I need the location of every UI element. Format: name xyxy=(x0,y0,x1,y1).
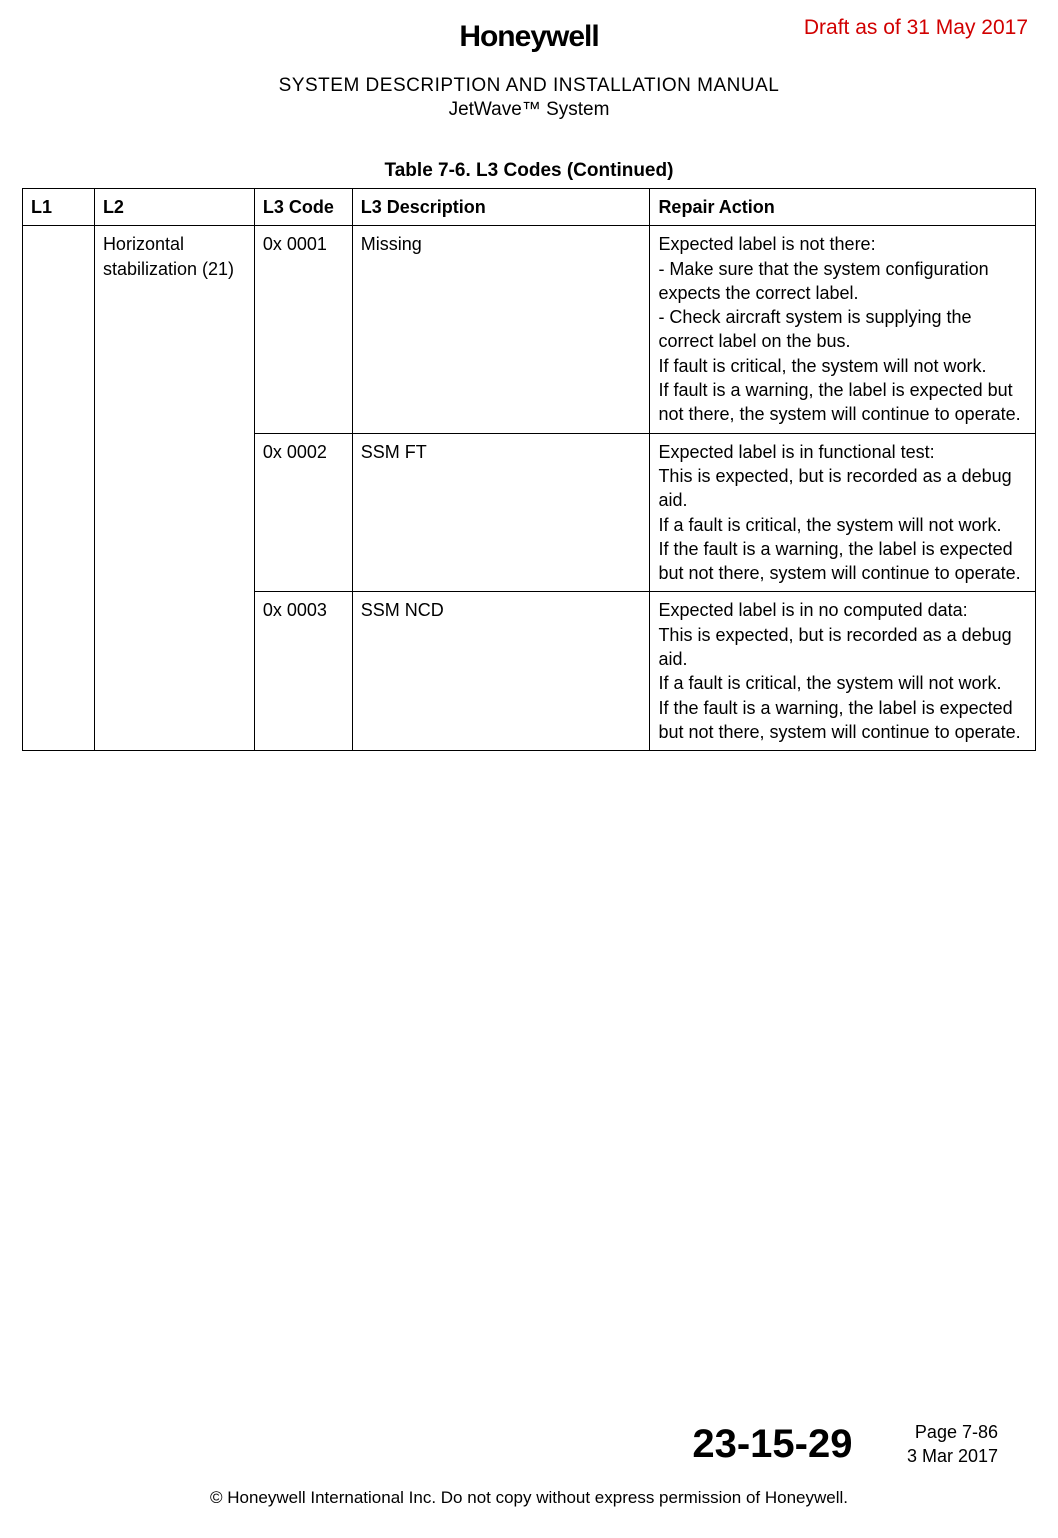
draft-label: Draft as of 31 May 2017 xyxy=(804,16,1028,40)
cell-l3code: 0x 0003 xyxy=(254,592,352,751)
cell-repair: Expected label is in no computed data:Th… xyxy=(650,592,1036,751)
cell-l3code: 0x 0002 xyxy=(254,433,352,592)
col-header-repair: Repair Action xyxy=(650,189,1036,226)
system-name: JetWave™ System xyxy=(0,99,1058,121)
col-header-l1: L1 xyxy=(23,189,95,226)
page-info: Page 7-86 3 Mar 2017 xyxy=(907,1421,998,1468)
page-number: Page 7-86 xyxy=(915,1422,998,1442)
col-header-l3code: L3 Code xyxy=(254,189,352,226)
cell-l2: Horizontal stabilization (21) xyxy=(94,226,254,751)
page-date: 3 Mar 2017 xyxy=(907,1446,998,1466)
table-caption: Table 7-6. L3 Codes (Continued) xyxy=(0,160,1058,182)
copyright-notice: © Honeywell International Inc. Do not co… xyxy=(0,1488,1058,1508)
cell-repair: Expected label is in functional test:Thi… xyxy=(650,433,1036,592)
company-logo: Honeywell xyxy=(459,20,598,54)
cell-l1 xyxy=(23,226,95,751)
cell-l3desc: Missing xyxy=(352,226,650,433)
table-row: Horizontal stabilization (21) 0x 0001 Mi… xyxy=(23,226,1036,433)
cell-repair: Expected label is not there:- Make sure … xyxy=(650,226,1036,433)
cell-l3desc: SSM NCD xyxy=(352,592,650,751)
document-number: 23-15-29 xyxy=(692,1422,852,1467)
col-header-l3desc: L3 Description xyxy=(352,189,650,226)
page-footer: 23-15-29 Page 7-86 3 Mar 2017 xyxy=(692,1421,998,1468)
cell-l3desc: SSM FT xyxy=(352,433,650,592)
manual-title: SYSTEM DESCRIPTION AND INSTALLATION MANU… xyxy=(0,75,1058,97)
document-header: SYSTEM DESCRIPTION AND INSTALLATION MANU… xyxy=(0,75,1058,121)
l3-codes-table: L1 L2 L3 Code L3 Description Repair Acti… xyxy=(22,188,1036,751)
col-header-l2: L2 xyxy=(94,189,254,226)
table-header-row: L1 L2 L3 Code L3 Description Repair Acti… xyxy=(23,189,1036,226)
cell-l3code: 0x 0001 xyxy=(254,226,352,433)
